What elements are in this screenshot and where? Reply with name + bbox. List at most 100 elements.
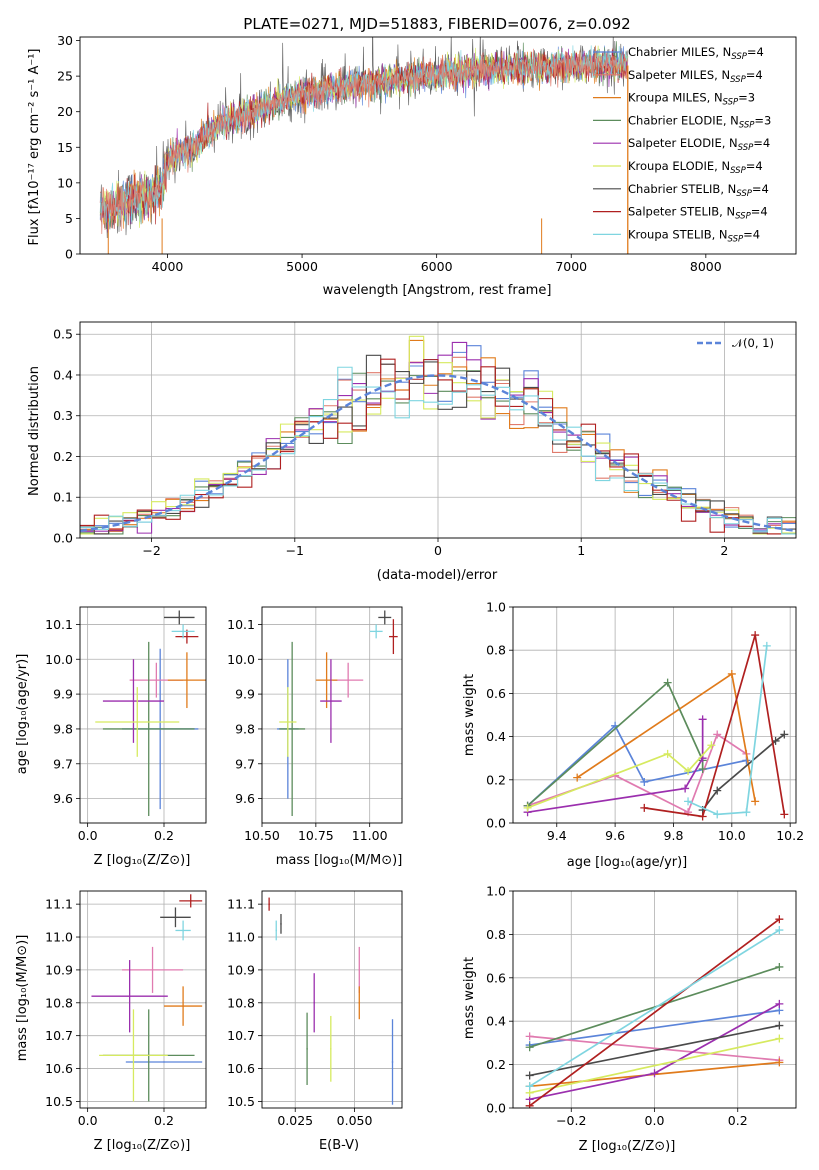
spectrum-legend-label: Kroupa STELIB, NSSP=4 bbox=[628, 227, 760, 244]
age-weight-marker bbox=[573, 773, 582, 782]
z-weight-series-line bbox=[529, 1035, 780, 1062]
spectrum-frame bbox=[79, 36, 797, 255]
age-weight-marker bbox=[751, 797, 760, 806]
ebv-mass-xtick-label: 0.050 bbox=[337, 1113, 373, 1128]
residuals-xtick-label: 0 bbox=[434, 543, 442, 558]
mass-age-point bbox=[392, 635, 395, 638]
z-age-point bbox=[178, 616, 181, 619]
spectrum-legend-label: Chabrier ELODIE, NSSP=3 bbox=[628, 113, 771, 130]
z-weight-xlabel: Z [log₁₀(Z/Z⊙)] bbox=[579, 1139, 676, 1154]
age-weight-marker bbox=[713, 730, 722, 739]
z-age-panel: 0.0 0.2 9.6 9.7 9.8 9.9 10.0 10.1 Z [log₁₀(Z/Z⊙… bbox=[15, 606, 207, 868]
z-weight-marker bbox=[525, 1101, 534, 1108]
z-age-xtick-label: 0.0 bbox=[78, 828, 98, 843]
age-weight-marker bbox=[684, 767, 693, 776]
clipped-group bbox=[99, 37, 629, 254]
residuals-ytick-label: 0.4 bbox=[53, 367, 73, 382]
age-weight-series-line bbox=[527, 744, 713, 809]
z-weight-ytick-label: 0.0 bbox=[486, 1101, 506, 1116]
age-weight-marker bbox=[663, 749, 672, 758]
age-weight-marker bbox=[780, 810, 789, 819]
age-weight-ytick-label: 0.6 bbox=[486, 686, 506, 701]
z-weight-xtick-label: 0.2 bbox=[728, 1113, 748, 1128]
z-age-ytick-label: 10.1 bbox=[45, 617, 73, 632]
z-age-ytick-label: 9.9 bbox=[53, 687, 73, 702]
residuals-ytick-label: 0.2 bbox=[53, 449, 73, 464]
spectrum-title: PLATE=0271, MJD=51883, FIBERID=0076, z=0… bbox=[243, 15, 630, 33]
spectrum-ytick-label: 20 bbox=[57, 104, 73, 119]
spectrum-legend-label: Chabrier STELIB, NSSP=4 bbox=[628, 182, 769, 199]
z-mass-point bbox=[189, 900, 192, 902]
z-mass-ytick-label: 10.8 bbox=[45, 995, 73, 1010]
z-weight-marker bbox=[775, 1034, 784, 1043]
residuals-frame bbox=[79, 321, 797, 539]
residuals-ytick-label: 0.0 bbox=[53, 531, 73, 546]
age-weight-marker bbox=[698, 765, 707, 773]
z-mass-ytick-label: 11.0 bbox=[45, 930, 73, 945]
mass-age-xtick-label: 10.50 bbox=[244, 828, 280, 843]
z-weight-xtick-label: −0.2 bbox=[556, 1113, 586, 1128]
spectrum-ytick-label: 0 bbox=[65, 247, 73, 262]
z-age-point bbox=[155, 679, 158, 681]
ebv-mass-point bbox=[280, 923, 282, 925]
z-mass-xtick-label: 0.0 bbox=[78, 1113, 98, 1128]
z-weight-marker bbox=[775, 962, 784, 971]
ebv-mass-point bbox=[391, 1061, 394, 1063]
z-mass-point bbox=[182, 1005, 184, 1007]
age-weight-series-line bbox=[527, 681, 704, 807]
ebv-mass-ytick-label: 10.6 bbox=[227, 1061, 255, 1076]
residuals-plot-area: −2 −1 0 1 2 0.0 0.1 0.2 0.3 0.4 0.5 bbox=[53, 321, 797, 558]
spectrum-legend-label: Salpeter ELODIE, NSSP=4 bbox=[628, 136, 770, 153]
spectrum-legend: Chabrier MILES, NSSP=4 Salpeter MILES, NS… bbox=[593, 45, 771, 244]
ebv-mass-ytick-label: 11.0 bbox=[227, 930, 255, 945]
age-weight-xlabel: age [log₁₀(age/yr)] bbox=[567, 855, 688, 870]
ebv-mass-point bbox=[313, 1001, 316, 1004]
residuals-ytick-label: 0.3 bbox=[53, 408, 73, 423]
spectrum-series-line bbox=[99, 45, 629, 235]
spectrum-ytick-label: 10 bbox=[57, 175, 73, 190]
mass-age-ytick-label: 9.9 bbox=[235, 687, 255, 702]
spectrum-xtick-label: 4000 bbox=[152, 259, 184, 274]
age-weight-marker bbox=[727, 669, 736, 678]
residual-histogram bbox=[80, 339, 796, 535]
age-weight-marker bbox=[751, 631, 760, 640]
z-weight-marker bbox=[525, 1043, 534, 1052]
z-mass-point bbox=[163, 1061, 165, 1063]
ebv-mass-point bbox=[358, 969, 361, 971]
mass-age-xtick-label: 10.75 bbox=[298, 828, 334, 843]
z-mass-point bbox=[182, 929, 184, 932]
mass-age-ytick-label: 9.7 bbox=[235, 756, 255, 771]
ebv-mass-ytick-label: 10.9 bbox=[227, 962, 255, 977]
age-weight-ylabel: mass weight bbox=[462, 674, 477, 756]
mass-age-point bbox=[287, 721, 289, 723]
z-mass-frame bbox=[79, 890, 207, 1109]
gaussian-legend-label: 𝒩(0, 1) bbox=[732, 336, 774, 350]
clipped-group bbox=[95, 610, 206, 817]
z-age-point bbox=[136, 721, 139, 723]
mass-age-point bbox=[291, 728, 293, 730]
ebv-mass-point bbox=[275, 929, 278, 932]
z-age-frame bbox=[79, 606, 207, 824]
residuals-xtick-label: −2 bbox=[142, 543, 160, 558]
mass-age-plot-area: 10.50 10.75 11.00 9.6 9.7 9.8 9.9 10.0 10.1 bbox=[227, 606, 403, 843]
residuals-xtick-label: −1 bbox=[286, 543, 304, 558]
z-weight-frame bbox=[512, 890, 797, 1109]
mass-age-point bbox=[325, 679, 328, 681]
ebv-mass-point bbox=[330, 1048, 332, 1050]
z-weight-ylabel: mass weight bbox=[462, 957, 477, 1039]
age-weight-marker bbox=[698, 715, 707, 724]
residual-histogram bbox=[80, 335, 796, 535]
ebv-mass-ytick-label: 11.1 bbox=[227, 897, 255, 912]
mass-age-ytick-label: 9.6 bbox=[235, 791, 255, 806]
age-weight-marker bbox=[713, 810, 722, 819]
spectrum-plot-area: 4000 5000 6000 7000 8000 0 5 10 15 20 25 30 bbox=[57, 33, 797, 274]
z-weight-series-line bbox=[529, 1024, 780, 1077]
ebv-mass-xlabel: E(B-V) bbox=[319, 1138, 359, 1153]
mass-age-panel: 10.50 10.75 11.00 9.6 9.7 9.8 9.9 10.0 10.1 mass… bbox=[227, 606, 403, 868]
age-weight-marker bbox=[681, 784, 690, 793]
spectrum-xtick-label: 8000 bbox=[690, 259, 722, 274]
z-age-ytick-label: 9.8 bbox=[53, 721, 73, 736]
ebv-mass-panel: 0.025 0.050 10.5 10.6 10.7 10.8 10.9 11.0 11.1 E… bbox=[227, 890, 403, 1153]
clipped-group bbox=[268, 897, 394, 1105]
spectrum-xtick-label: 6000 bbox=[421, 259, 453, 274]
